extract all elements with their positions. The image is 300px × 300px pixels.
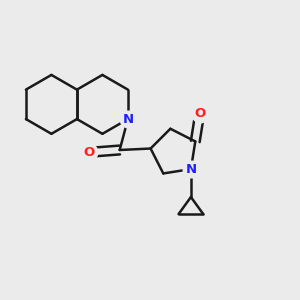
Text: O: O: [194, 107, 205, 120]
Text: O: O: [83, 146, 94, 159]
Text: N: N: [185, 163, 197, 176]
Text: N: N: [122, 112, 134, 126]
